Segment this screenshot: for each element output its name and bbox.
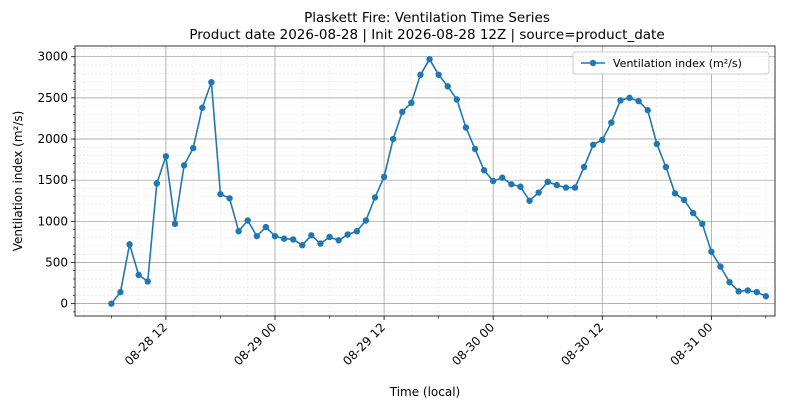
data-point bbox=[517, 183, 524, 190]
data-point bbox=[289, 236, 297, 243]
y-tick-label: 1500 bbox=[37, 173, 68, 187]
data-point bbox=[208, 79, 215, 86]
major-gridlines bbox=[75, 46, 775, 316]
data-point bbox=[217, 190, 224, 198]
series-layer bbox=[108, 55, 770, 307]
data-point bbox=[389, 135, 397, 143]
data-point bbox=[462, 124, 470, 131]
x-tick-label: 08-30 12 bbox=[558, 320, 606, 368]
data-point bbox=[671, 190, 679, 197]
data-point bbox=[135, 271, 142, 279]
data-point bbox=[189, 144, 197, 152]
data-point bbox=[271, 232, 279, 240]
y-tick-label: 0 bbox=[60, 297, 68, 311]
data-point bbox=[171, 220, 179, 227]
data-point bbox=[471, 145, 479, 153]
data-point bbox=[535, 189, 542, 196]
data-point bbox=[544, 178, 551, 186]
data-point bbox=[126, 241, 133, 248]
y-axis-label: Ventilation index (m²/s) bbox=[11, 111, 25, 252]
chart-title: Plaskett Fire: Ventilation Time Series bbox=[304, 10, 550, 26]
data-point bbox=[253, 232, 261, 240]
legend-box bbox=[572, 51, 770, 75]
data-point bbox=[562, 184, 570, 191]
legend-marker-swatch bbox=[589, 59, 597, 67]
data-point bbox=[199, 104, 206, 111]
data-point bbox=[426, 55, 433, 63]
data-point bbox=[235, 228, 242, 235]
axis-ticks: 0 500 1000 1500 2000 2500 3000 08-28 12 08-29 00… bbox=[37, 48, 767, 368]
data-point bbox=[444, 83, 451, 90]
data-point bbox=[689, 209, 697, 217]
data-point bbox=[526, 197, 533, 204]
data-point bbox=[726, 279, 733, 286]
legend: Ventilation index (m²/s) bbox=[572, 51, 770, 75]
data-point bbox=[608, 119, 615, 126]
data-point bbox=[735, 288, 742, 295]
data-point bbox=[408, 99, 415, 107]
data-point bbox=[644, 107, 651, 114]
data-point bbox=[453, 96, 461, 103]
data-point bbox=[299, 242, 306, 249]
x-tick-label: 08-28 12 bbox=[122, 320, 170, 368]
data-point bbox=[244, 217, 251, 224]
x-axis-label: Time (local) bbox=[389, 385, 461, 399]
x-tick-label: 08-31 00 bbox=[667, 320, 715, 368]
data-point bbox=[353, 228, 361, 235]
data-point bbox=[108, 300, 115, 307]
data-point bbox=[571, 184, 579, 191]
plot-frame bbox=[74, 45, 776, 317]
y-tick-label: 3000 bbox=[37, 50, 68, 64]
data-point bbox=[335, 237, 342, 244]
data-point bbox=[308, 232, 315, 239]
data-point bbox=[380, 173, 388, 181]
data-point bbox=[508, 181, 515, 188]
data-point bbox=[753, 288, 761, 296]
y-tick-label: 2500 bbox=[37, 91, 68, 105]
data-point bbox=[708, 248, 715, 255]
data-point bbox=[717, 263, 724, 270]
data-point bbox=[599, 136, 606, 144]
data-point bbox=[662, 163, 670, 171]
data-point bbox=[635, 97, 642, 105]
data-point bbox=[580, 163, 588, 171]
data-point bbox=[435, 71, 442, 79]
data-point bbox=[699, 220, 706, 227]
data-point bbox=[317, 240, 324, 247]
data-point bbox=[144, 278, 151, 285]
data-point bbox=[344, 231, 351, 238]
data-point bbox=[371, 194, 379, 201]
data-point bbox=[162, 153, 170, 160]
data-point bbox=[362, 217, 370, 224]
data-point bbox=[617, 97, 624, 104]
data-point bbox=[480, 167, 488, 174]
data-point bbox=[553, 181, 561, 189]
y-tick-label: 500 bbox=[45, 255, 68, 269]
data-point bbox=[626, 94, 633, 102]
data-point bbox=[153, 180, 161, 187]
data-point bbox=[589, 141, 597, 148]
y-tick-label: 2000 bbox=[37, 132, 68, 146]
data-point bbox=[280, 235, 288, 242]
data-point bbox=[499, 174, 506, 181]
legend-entry-label: Ventilation index (m²/s) bbox=[613, 57, 742, 70]
x-tick-label: 08-30 00 bbox=[449, 320, 497, 368]
data-point bbox=[762, 293, 770, 300]
data-point bbox=[226, 195, 233, 202]
x-tick-label: 08-29 00 bbox=[231, 320, 279, 368]
data-point bbox=[117, 288, 124, 296]
data-point bbox=[326, 233, 333, 241]
data-point bbox=[680, 196, 688, 204]
data-point bbox=[653, 140, 661, 148]
chart-subtitle: Product date 2026-08-28 | Init 2026-08-2… bbox=[189, 27, 664, 43]
data-point bbox=[262, 223, 270, 231]
data-point bbox=[417, 71, 424, 79]
data-point bbox=[399, 108, 406, 116]
data-point bbox=[744, 287, 751, 294]
y-tick-label: 1000 bbox=[37, 214, 68, 228]
data-point bbox=[180, 162, 188, 169]
x-tick-label: 08-29 12 bbox=[340, 320, 388, 368]
data-point bbox=[489, 177, 497, 185]
